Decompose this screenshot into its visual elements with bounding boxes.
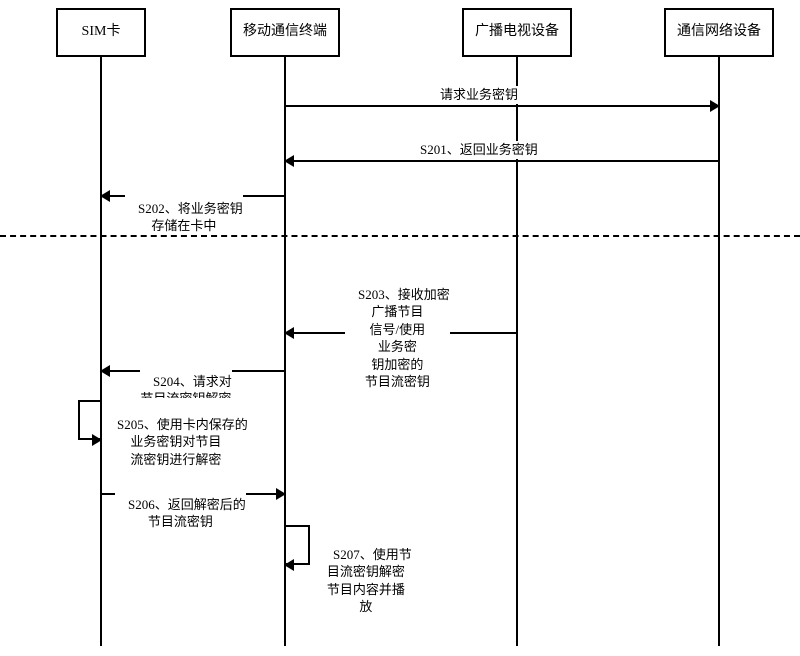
msg-s205-arrow bbox=[92, 434, 102, 446]
phase-divider bbox=[0, 235, 800, 237]
msg-s203-label: S203、接收加密 广播节目 信号/使用 业务密 钥加密的 节目流密钥 bbox=[345, 268, 450, 408]
sequence-diagram: SIM卡 移动通信终端 广播电视设备 通信网络设备 请求业务密钥 S201、返回… bbox=[0, 0, 800, 656]
participant-sim-label: SIM卡 bbox=[82, 24, 121, 39]
participant-sim: SIM卡 bbox=[56, 8, 146, 57]
lifeline-network bbox=[718, 56, 720, 646]
participant-broadcast: 广播电视设备 bbox=[462, 8, 572, 57]
lifeline-sim bbox=[100, 56, 102, 646]
participant-terminal: 移动通信终端 bbox=[230, 8, 340, 57]
msg-s206-arrow bbox=[276, 488, 286, 500]
participant-network-label: 通信网络设备 bbox=[677, 24, 761, 39]
msg-s202-label: S202、将业务密钥 存储在卡中 bbox=[125, 182, 243, 252]
msg-s207-label: S207、使用节 目流密钥解密 节目内容并播 放 bbox=[320, 528, 412, 633]
msg-req-key-arrow bbox=[710, 100, 720, 112]
msg-s205-label: S205、使用卡内保存的 业务密钥对节目 流密钥进行解密 bbox=[104, 398, 248, 486]
msg-s201-arrow bbox=[284, 155, 294, 167]
msg-s201-label: S201、返回业务密钥 bbox=[420, 141, 538, 159]
msg-s201-line bbox=[286, 160, 718, 162]
msg-req-key-label: 请求业务密钥 bbox=[440, 86, 518, 104]
participant-terminal-label: 移动通信终端 bbox=[243, 24, 327, 39]
msg-s207-arrow bbox=[284, 559, 294, 571]
msg-s206-label: S206、返回解密后的 节目流密钥 bbox=[115, 478, 246, 548]
msg-s204-arrow bbox=[100, 365, 110, 377]
msg-s202-arrow bbox=[100, 190, 110, 202]
msg-s203-arrow bbox=[284, 327, 294, 339]
participant-broadcast-label: 广播电视设备 bbox=[475, 24, 559, 39]
msg-req-key-line bbox=[286, 105, 718, 107]
participant-network: 通信网络设备 bbox=[664, 8, 774, 57]
